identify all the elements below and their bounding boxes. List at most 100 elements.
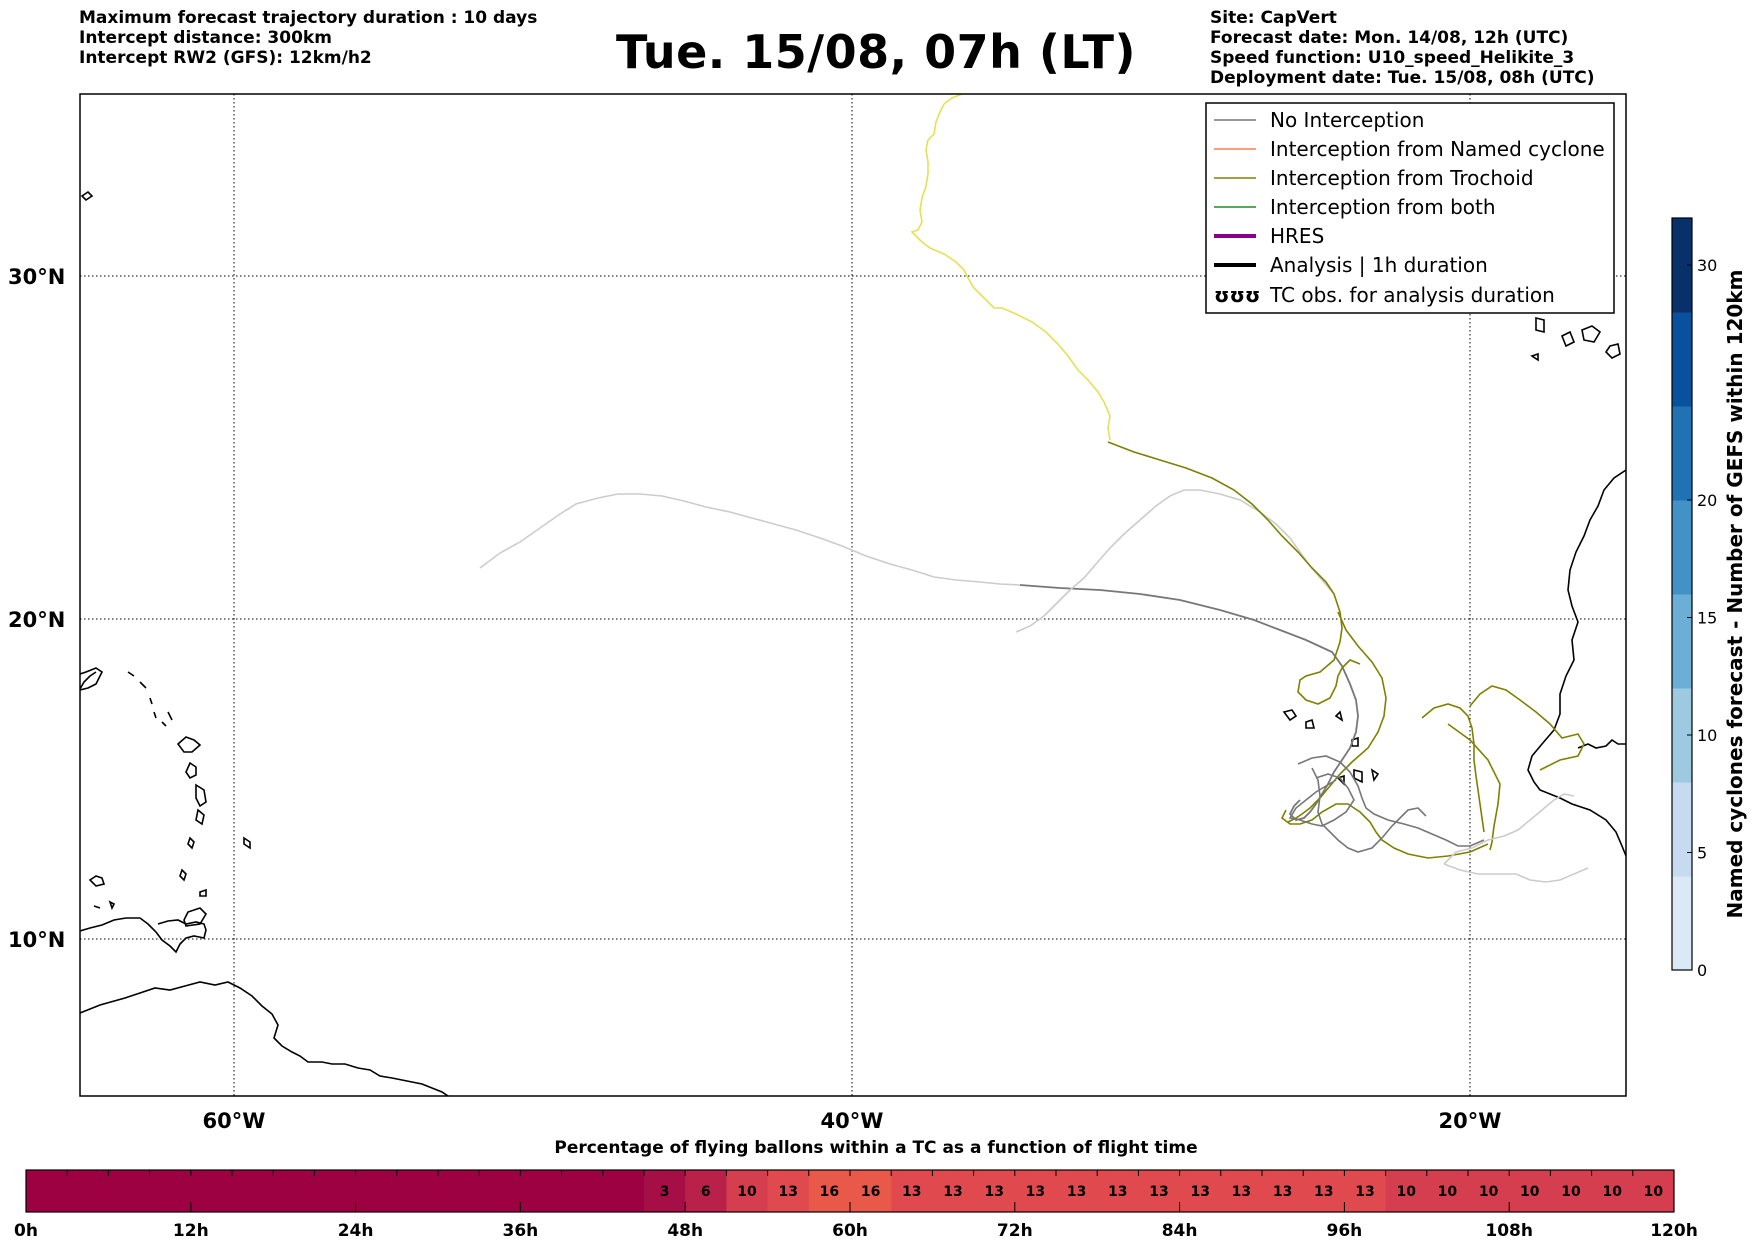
legend-label-trochoid: Interception from Trochoid [1270, 166, 1534, 190]
strip-cell-value: 3 [660, 1184, 670, 1200]
islet-east [80, 190, 94, 202]
strip-cell [602, 1170, 645, 1212]
strip-cell-value: 10 [737, 1184, 757, 1200]
strip-cell-value: 13 [984, 1184, 1003, 1200]
strip-cell [232, 1170, 274, 1212]
cape-verde-islands [1282, 709, 1380, 786]
strip-cell-value: 13 [1067, 1184, 1086, 1200]
strip-cell [1220, 1170, 1263, 1212]
colorbar-ticks: 0 5 10 15 20 30 [1687, 256, 1717, 980]
strip-cell-value: 13 [943, 1184, 962, 1200]
strip-tick-label: 48h [667, 1221, 703, 1241]
legend-label-tc-obs: TC obs. for analysis duration [1269, 283, 1555, 307]
strip-cell [1138, 1170, 1181, 1212]
strip-cell [973, 1170, 1016, 1212]
colorbar-tick-label: 0 [1697, 961, 1707, 980]
legend-box [1205, 102, 1615, 314]
west-africa-coast-b [1577, 738, 1626, 749]
colorbar-band [1672, 876, 1692, 971]
strip-cell-value: 10 [1479, 1184, 1499, 1200]
strip-cell [1014, 1170, 1057, 1212]
trajectory-olive-3 [1447, 685, 1585, 851]
legend-tc-symbol-icon: ʊʊʊ [1214, 283, 1260, 307]
strip-cell [726, 1170, 769, 1212]
lon-label-60w: 60°W [203, 1109, 266, 1133]
strip-tick-label: 12h [173, 1221, 209, 1241]
strip-cell-value: 13 [1108, 1184, 1127, 1200]
small-antilles-b [80, 671, 97, 690]
strip-cell-value: 13 [1273, 1184, 1292, 1200]
legend-label-no-interception: No Interception [1270, 108, 1424, 132]
legend-label-named-cyclone: Interception from Named cyclone [1270, 137, 1605, 161]
trajectory-olive-loop [1280, 703, 1489, 859]
colorbar-band [1672, 500, 1692, 595]
trajectory-olive-2 [1287, 611, 1387, 823]
colorbar-band [1672, 312, 1692, 407]
canary-islands [1530, 316, 1621, 362]
strip-cell [314, 1170, 357, 1212]
grenada [179, 868, 187, 882]
legend-label-hres: HRES [1270, 224, 1324, 248]
st-vincent [187, 836, 195, 850]
trajectory-gray-dark-3 [1288, 773, 1355, 827]
forecast-info: Site: CapVert Forecast date: Mon. 14/08,… [1210, 8, 1595, 88]
south-america-coast [80, 981, 449, 1096]
strip-tick-label: 36h [503, 1221, 539, 1241]
strip-cell-value: 16 [820, 1184, 839, 1200]
strip-cell-value: 13 [1355, 1184, 1374, 1200]
strip-cell-value: 10 [1644, 1184, 1664, 1200]
trinidad [183, 907, 208, 927]
strip-cell-value: 10 [1520, 1184, 1540, 1200]
west-africa-coast [1527, 469, 1626, 857]
trajectory-gray-light-2 [1015, 489, 1335, 633]
colorbar-tick-label: 20 [1697, 491, 1717, 510]
strip-cell [1632, 1170, 1675, 1212]
strip-cell [1550, 1170, 1593, 1212]
strip-cell-value: 13 [1314, 1184, 1333, 1200]
islet-group [127, 671, 173, 727]
run-settings: Maximum forecast trajectory duration : 1… [79, 8, 537, 68]
tobago [199, 888, 207, 897]
st-lucia [195, 808, 205, 826]
lon-label-20w: 20°W [1439, 1109, 1502, 1133]
strip-cell-value: 13 [1026, 1184, 1045, 1200]
strip-cell [1591, 1170, 1634, 1212]
strip-cell [1097, 1170, 1139, 1212]
strip-cell-value: 13 [1149, 1184, 1168, 1200]
colorbar-band [1672, 782, 1692, 877]
strip-cell [396, 1170, 439, 1212]
strip-cell [273, 1170, 315, 1212]
lon-label-40w: 40°W [821, 1109, 884, 1133]
venezuela-coast [80, 917, 207, 954]
strip-cell [67, 1170, 109, 1212]
strip-tick-label: 24h [338, 1221, 374, 1241]
strip-cell-value: 10 [1602, 1184, 1622, 1200]
coastlines [80, 190, 1626, 1096]
strip-cell [1179, 1170, 1222, 1212]
barbados [243, 836, 251, 850]
trajectory-gray-dark-2 [1297, 755, 1485, 847]
strip-tick-label: 108h [1485, 1221, 1533, 1241]
colorbar-band [1672, 406, 1692, 501]
strip-cell-value: 10 [1561, 1184, 1581, 1200]
colorbar-tick-label: 15 [1697, 609, 1717, 628]
strip-tick-label: 120h [1650, 1221, 1698, 1241]
strip-cell [1262, 1170, 1304, 1212]
trajectory-olive-1 [1107, 441, 1361, 705]
strip-tick-label: 84h [1162, 1221, 1198, 1241]
strip-cell-value: 10 [1396, 1184, 1416, 1200]
strip-cell-value: 16 [861, 1184, 880, 1200]
legend-label-analysis: Analysis | 1h duration [1270, 253, 1488, 277]
strip-cell-value: 6 [701, 1184, 711, 1200]
max-duration-text: Maximum forecast trajectory duration : 1… [79, 8, 538, 28]
map-frame [79, 93, 1627, 1097]
strip-cell [438, 1170, 480, 1212]
site-text: Site: CapVert [1210, 8, 1337, 28]
strip-cell [1385, 1170, 1428, 1212]
strip-cell [1303, 1170, 1345, 1212]
islet-west-b [93, 900, 116, 911]
strip-cell [1509, 1170, 1551, 1212]
strip-cell [479, 1170, 521, 1212]
strip-cell-value: 13 [778, 1184, 797, 1200]
